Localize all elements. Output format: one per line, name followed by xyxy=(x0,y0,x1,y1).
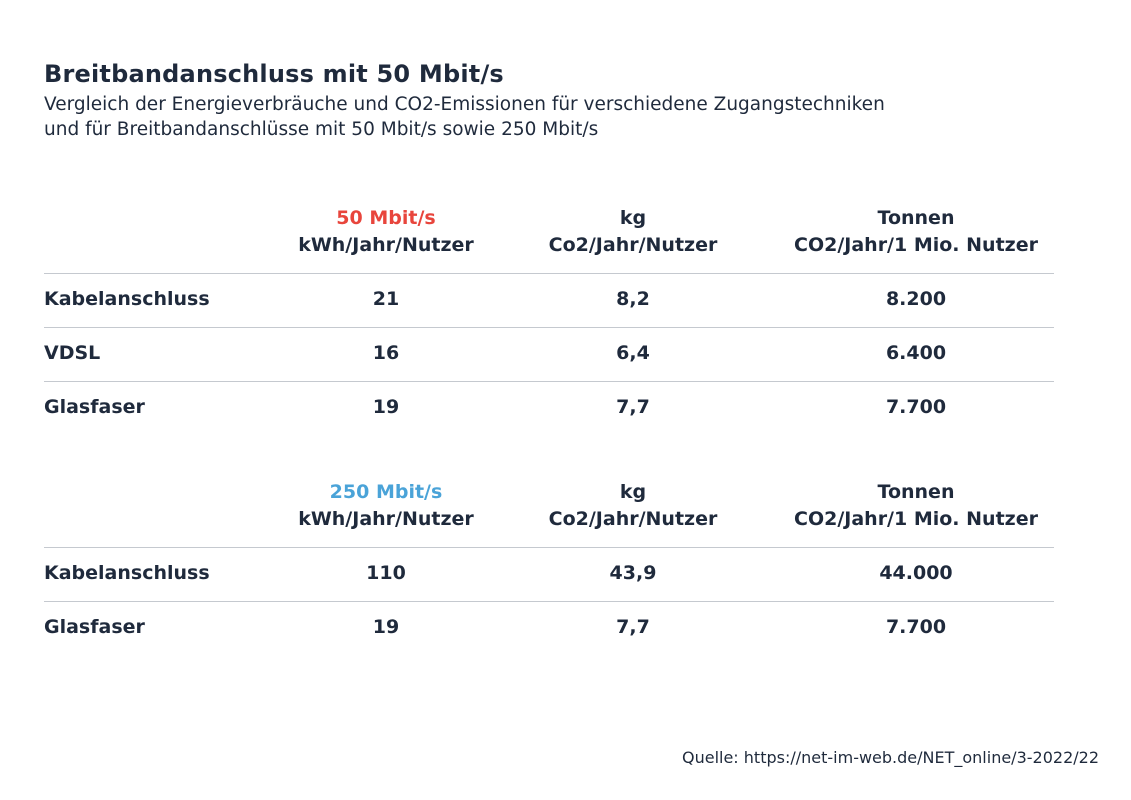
header-kwh: 50 Mbit/s kWh/Jahr/Nutzer xyxy=(276,205,496,259)
speed-label-50: 50 Mbit/s xyxy=(336,207,436,229)
value-tonnen: 7.700 xyxy=(885,396,947,418)
value-kwh: 21 xyxy=(372,288,400,310)
header-tonnen-line2: CO2/Jahr/1 Mio. Nutzer xyxy=(794,508,1038,530)
table-250-mbit: 250 Mbit/s kWh/Jahr/Nutzer kg Co2/Jahr/N… xyxy=(44,479,1054,655)
row-label: Glasfaser xyxy=(44,396,145,418)
value-tonnen: 6.400 xyxy=(885,342,947,364)
subtitle-line-2: und für Breitbandanschlüsse mit 50 Mbit/… xyxy=(44,119,599,140)
table-row: Glasfaser 19 7,7 7.700 xyxy=(44,602,1054,655)
value-tonnen: 8.200 xyxy=(885,288,947,310)
value-kwh: 19 xyxy=(372,616,400,638)
value-kwh: 19 xyxy=(372,396,400,418)
header-kwh-unit: kWh/Jahr/Nutzer xyxy=(298,234,474,256)
header-kwh-unit: kWh/Jahr/Nutzer xyxy=(298,508,474,530)
header-tonnen-line1: Tonnen xyxy=(877,481,955,503)
value-kg: 6,4 xyxy=(616,342,650,364)
table-50-mbit: 50 Mbit/s kWh/Jahr/Nutzer kg Co2/Jahr/Nu… xyxy=(44,205,1054,435)
speed-label-250: 250 Mbit/s xyxy=(329,481,443,503)
table-header: 250 Mbit/s kWh/Jahr/Nutzer kg Co2/Jahr/N… xyxy=(44,479,1054,548)
header-kg: kg Co2/Jahr/Nutzer xyxy=(522,205,744,259)
header-kg-line2: Co2/Jahr/Nutzer xyxy=(548,234,718,256)
value-kwh: 110 xyxy=(366,562,406,584)
table-row: VDSL 16 6,4 6.400 xyxy=(44,328,1054,382)
subtitle-line-1: Vergleich der Energieverbräuche und CO2-… xyxy=(44,94,885,115)
header-kwh: 250 Mbit/s kWh/Jahr/Nutzer xyxy=(276,479,496,533)
value-tonnen: 44.000 xyxy=(879,562,953,584)
value-kg: 7,7 xyxy=(616,396,650,418)
row-label: VDSL xyxy=(44,342,101,364)
row-label: Kabelanschluss xyxy=(44,562,210,584)
chart-title: Breitbandanschluss mit 50 Mbit/s xyxy=(44,60,504,88)
table-header: 50 Mbit/s kWh/Jahr/Nutzer kg Co2/Jahr/Nu… xyxy=(44,205,1054,274)
chart-subtitle: Vergleich der Energieverbräuche und CO2-… xyxy=(44,92,1084,142)
value-kwh: 16 xyxy=(372,342,400,364)
table-row: Glasfaser 19 7,7 7.700 xyxy=(44,382,1054,435)
header-tonnen: Tonnen CO2/Jahr/1 Mio. Nutzer xyxy=(780,205,1052,259)
table-row: Kabelanschluss 21 8,2 8.200 xyxy=(44,274,1054,328)
header-kg-line1: kg xyxy=(619,481,647,503)
row-label: Glasfaser xyxy=(44,616,145,638)
table-row: Kabelanschluss 110 43,9 44.000 xyxy=(44,548,1054,602)
header-kg: kg Co2/Jahr/Nutzer xyxy=(522,479,744,533)
header-tonnen-line2: CO2/Jahr/1 Mio. Nutzer xyxy=(794,234,1038,256)
value-kg: 43,9 xyxy=(609,562,657,584)
value-tonnen: 7.700 xyxy=(885,616,947,638)
value-kg: 7,7 xyxy=(616,616,650,638)
header-kg-line2: Co2/Jahr/Nutzer xyxy=(548,508,718,530)
row-label: Kabelanschluss xyxy=(44,288,210,310)
header-tonnen: Tonnen CO2/Jahr/1 Mio. Nutzer xyxy=(780,479,1052,533)
header-kg-line1: kg xyxy=(619,207,647,229)
header-tonnen-line1: Tonnen xyxy=(877,207,955,229)
source-note: Quelle: https://net-im-web.de/NET_online… xyxy=(681,748,1099,767)
value-kg: 8,2 xyxy=(616,288,650,310)
